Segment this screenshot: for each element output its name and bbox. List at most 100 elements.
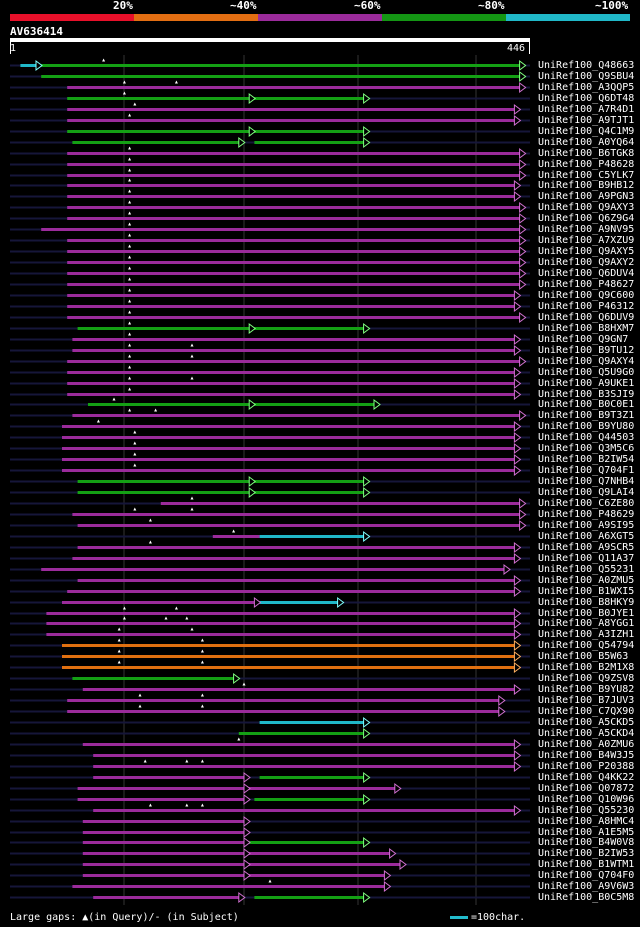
query-gap-marker <box>128 146 132 150</box>
hit-label[interactable]: UniRef100_Q9LAI4 <box>538 486 635 498</box>
hit-end-arrow <box>243 783 251 794</box>
hit-label[interactable]: UniRef100_B7JUV3 <box>538 694 635 706</box>
hit-label[interactable]: UniRef100_C5YLK7 <box>538 169 635 181</box>
hit-end-arrow <box>513 443 522 454</box>
hit-label[interactable]: UniRef100_Q44503 <box>538 431 635 443</box>
hit-label[interactable]: UniRef100_Q55230 <box>538 804 635 816</box>
hit-label[interactable]: UniRef100_Q55231 <box>538 563 635 575</box>
hit-label[interactable]: UniRef100_Q704F0 <box>538 869 635 881</box>
hit-label[interactable]: UniRef100_B4W0V8 <box>538 836 635 848</box>
query-gap-marker <box>128 157 132 161</box>
hit-label[interactable]: UniRef100_B8HXM7 <box>538 322 635 334</box>
hit-end-arrow <box>248 323 257 334</box>
hit-label[interactable]: UniRef100_B9YU82 <box>538 683 635 695</box>
hit-label[interactable]: UniRef100_A8YGG1 <box>538 617 635 629</box>
hit-end-arrow <box>238 892 246 903</box>
query-gap-marker <box>128 222 132 226</box>
hit-label[interactable]: UniRef100_A0ZMU5 <box>538 574 635 586</box>
query-gap-marker <box>133 430 137 434</box>
hit-label[interactable]: UniRef100_A0ZMU6 <box>538 738 635 750</box>
hit-label[interactable]: UniRef100_Q48663 <box>538 59 635 71</box>
hit-end-arrow <box>519 257 527 268</box>
hit-label[interactable]: UniRef100_Q9AXY2 <box>538 256 635 268</box>
hit-label[interactable]: UniRef100_B2IW54 <box>538 453 635 465</box>
hit-end-arrow <box>363 892 371 903</box>
hit-label[interactable]: UniRef100_Q11A37 <box>538 552 635 564</box>
hit-label[interactable]: UniRef100_A6XGT5 <box>538 530 635 542</box>
hit-label[interactable]: UniRef100_Q9AXY5 <box>538 245 635 257</box>
hit-label[interactable]: UniRef100_B9YU80 <box>538 420 635 432</box>
hit-label[interactable]: UniRef100_A0YQ64 <box>538 136 635 148</box>
hit-label[interactable]: UniRef100_Q9AXY3 <box>538 201 635 213</box>
hit-label[interactable]: UniRef100_A9UKE1 <box>538 377 635 389</box>
query-gap-marker <box>128 178 132 182</box>
hit-label[interactable]: UniRef100_Q54794 <box>538 639 635 651</box>
hit-label[interactable]: UniRef100_B2IW53 <box>538 847 635 859</box>
query-gap-marker <box>128 233 132 237</box>
hit-label[interactable]: UniRef100_A9V6W3 <box>538 880 635 892</box>
hit-label[interactable]: UniRef100_Q3M5C6 <box>538 442 635 454</box>
hit-label[interactable]: UniRef100_B9TU12 <box>538 344 635 356</box>
hit-label[interactable]: UniRef100_A9SI95 <box>538 519 635 531</box>
hit-label[interactable]: UniRef100_B2M1X8 <box>538 661 635 673</box>
hit-label[interactable]: UniRef100_A3QQP5 <box>538 81 635 93</box>
legend-percent-label: ~40% <box>230 0 257 12</box>
hit-label[interactable]: UniRef100_Q9GN7 <box>538 333 629 345</box>
hit-label[interactable]: UniRef100_B0C5M8 <box>538 891 635 903</box>
hit-label[interactable]: UniRef100_Q10W96 <box>538 793 635 805</box>
hit-label[interactable]: UniRef100_B9T3Z1 <box>538 409 635 421</box>
hit-label[interactable]: UniRef100_A9PGN3 <box>538 190 635 202</box>
hit-label[interactable]: UniRef100_P46312 <box>538 300 635 312</box>
hit-label[interactable]: UniRef100_A3IZH1 <box>538 628 635 640</box>
hit-label[interactable]: UniRef100_Q6DUV9 <box>538 311 635 323</box>
query-gap-marker <box>128 354 132 358</box>
hit-label[interactable]: UniRef100_A9NV95 <box>538 223 635 235</box>
hit-label[interactable]: UniRef100_B5W63 <box>538 650 629 662</box>
hit-label[interactable]: UniRef100_A9SCR5 <box>538 541 635 553</box>
hit-label[interactable]: UniRef100_B1WTM1 <box>538 858 635 870</box>
hit-label[interactable]: UniRef100_A7XZU9 <box>538 234 635 246</box>
hit-label[interactable]: UniRef100_Q9AXY4 <box>538 355 635 367</box>
hit-end-arrow <box>519 509 527 520</box>
hit-end-arrow <box>513 432 522 443</box>
hit-label[interactable]: UniRef100_Q9ZSV8 <box>538 672 635 684</box>
hit-label[interactable]: UniRef100_A1E5M5 <box>538 826 635 838</box>
hit-label[interactable]: UniRef100_A5CKD4 <box>538 727 635 739</box>
hit-label[interactable]: UniRef100_Q9SBU4 <box>538 70 635 82</box>
query-gap-marker <box>185 803 189 807</box>
hit-label[interactable]: UniRef100_Q6DUV4 <box>538 267 635 279</box>
hit-label[interactable]: UniRef100_Q4KK22 <box>538 771 635 783</box>
hit-label[interactable]: UniRef100_P48629 <box>538 508 635 520</box>
hit-label[interactable]: UniRef100_P48628 <box>538 158 635 170</box>
hit-label[interactable]: UniRef100_A7R4D1 <box>538 103 635 115</box>
hit-label[interactable]: UniRef100_Q5U9G0 <box>538 366 635 378</box>
hit-label[interactable]: UniRef100_Q9C600 <box>538 289 635 301</box>
hit-label[interactable]: UniRef100_B9HB12 <box>538 179 635 191</box>
hit-label[interactable]: UniRef100_Q6Z9G4 <box>538 212 635 224</box>
hit-end-arrow <box>248 476 257 487</box>
hit-label[interactable]: UniRef100_C7QX90 <box>538 705 635 717</box>
query-gap-marker <box>133 507 137 511</box>
hit-label[interactable]: UniRef100_B1WXI5 <box>538 585 635 597</box>
hit-label[interactable]: UniRef100_Q7NHB4 <box>538 475 635 487</box>
hit-label[interactable]: UniRef100_A8HMC4 <box>538 815 635 827</box>
hit-label[interactable]: UniRef100_Q4C1M9 <box>538 125 635 137</box>
hit-end-arrow <box>363 126 371 137</box>
hit-label[interactable]: UniRef100_Q07872 <box>538 782 635 794</box>
hit-label[interactable]: UniRef100_Q704F1 <box>538 464 635 476</box>
hit-label[interactable]: UniRef100_C6ZE80 <box>538 497 635 509</box>
hit-label[interactable]: UniRef100_A5CKD5 <box>538 716 635 728</box>
query-gap-marker <box>200 660 204 664</box>
hit-label[interactable]: UniRef100_B0JYE1 <box>538 607 635 619</box>
hit-label[interactable]: UniRef100_B4W3J5 <box>538 749 635 761</box>
hit-label[interactable]: UniRef100_P48627 <box>538 278 635 290</box>
hit-label[interactable]: UniRef100_B6TGK8 <box>538 147 635 159</box>
hit-label[interactable]: UniRef100_P20388 <box>538 760 635 772</box>
hit-label[interactable]: UniRef100_B8HKY9 <box>538 596 635 608</box>
hit-label[interactable]: UniRef100_Q6DT48 <box>538 92 635 104</box>
hit-label[interactable]: UniRef100_B3SJI9 <box>538 388 635 400</box>
hit-label[interactable]: UniRef100_B0C0E1 <box>538 398 635 410</box>
hit-label[interactable]: UniRef100_A9TJT1 <box>538 114 635 126</box>
query-gap-marker <box>200 693 204 697</box>
hit-end-arrow <box>498 695 506 706</box>
